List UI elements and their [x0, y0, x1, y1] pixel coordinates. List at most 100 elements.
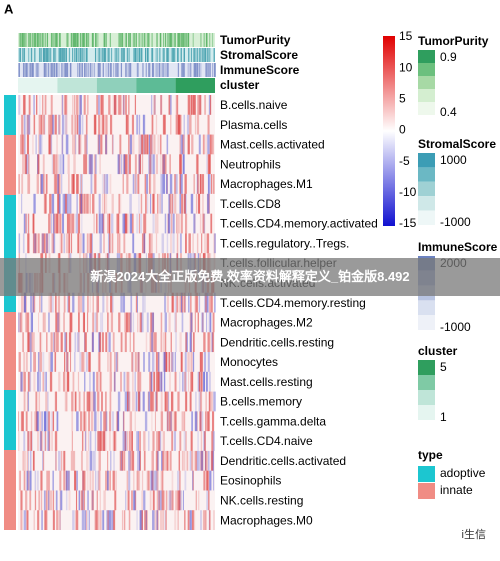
cell: [40, 174, 44, 194]
cell: [63, 114, 65, 135]
cell: [189, 114, 192, 135]
cell: [207, 154, 210, 175]
cell: [40, 114, 43, 135]
cell: [132, 312, 135, 333]
annotation-stripe: [206, 33, 208, 47]
cell: [77, 233, 80, 254]
cell: [144, 213, 147, 234]
cell: [66, 134, 69, 155]
cell: [74, 470, 77, 491]
cell: [117, 95, 120, 115]
cell: [93, 174, 97, 194]
legend-title: StromalScore: [418, 137, 496, 151]
cell: [44, 510, 47, 530]
annotation-stripe: [206, 48, 208, 62]
cell: [22, 411, 24, 432]
cell: [128, 490, 130, 511]
cell: [114, 431, 117, 451]
cell: [163, 154, 166, 175]
cell: [189, 95, 193, 115]
cell: [28, 114, 30, 135]
cell: [207, 450, 210, 471]
annotation-stripe: [160, 33, 162, 47]
cell: [84, 154, 88, 175]
cell: [156, 490, 159, 511]
cell: [113, 371, 116, 392]
cell: [21, 292, 24, 313]
cell: [80, 450, 83, 471]
cell: [105, 114, 108, 135]
cell: [76, 95, 79, 115]
cell: [203, 332, 205, 353]
cell: [109, 352, 112, 372]
cell: [47, 391, 49, 412]
cell: [74, 352, 76, 372]
annotation-stripe: [76, 48, 78, 62]
cell: [198, 450, 200, 471]
cell: [169, 174, 173, 194]
annotation-stripe: [156, 48, 159, 62]
annotation-stripe: [98, 48, 100, 62]
cell: [207, 352, 210, 372]
cell: [149, 193, 152, 214]
cell: [100, 95, 102, 115]
cell: [124, 95, 127, 115]
annotation-stripe: [54, 33, 56, 47]
cell: [71, 411, 74, 432]
cell: [167, 450, 170, 471]
cell: [174, 312, 177, 333]
cell: [86, 114, 89, 135]
cell: [23, 431, 26, 451]
annotation-stripe: [207, 48, 209, 62]
cell: [29, 174, 31, 194]
annotation-stripe: [43, 63, 45, 77]
cell: [57, 193, 60, 214]
cell: [50, 352, 53, 372]
annotation-label: cluster: [220, 78, 260, 92]
cell: [124, 312, 126, 333]
cell: [179, 154, 182, 175]
cell: [52, 510, 55, 530]
cell: [26, 134, 30, 155]
cell: [148, 174, 151, 194]
cell: [143, 134, 145, 155]
cell: [110, 292, 113, 313]
cell: [140, 193, 143, 214]
cell: [125, 332, 127, 353]
cell: [179, 490, 182, 511]
annotation-stripe: [45, 63, 47, 77]
annotation-stripe: [46, 33, 49, 47]
cell: [50, 95, 53, 115]
cell: [52, 470, 54, 491]
cell: [128, 450, 131, 471]
cell: [149, 154, 152, 175]
cell: [42, 312, 45, 333]
cell: [62, 371, 66, 392]
cell: [87, 391, 90, 412]
cell: [151, 332, 153, 353]
annotation-stripe: [77, 48, 79, 62]
annotation-stripe: [29, 63, 32, 77]
annotation-stripe: [128, 48, 130, 62]
annotation-stripe: [20, 33, 22, 47]
cell: [180, 174, 183, 194]
cell: [61, 174, 63, 194]
cell: [66, 391, 68, 412]
cell: [83, 411, 86, 432]
annotation-stripe: [67, 33, 69, 47]
watermark: i生信: [461, 529, 486, 541]
cell: [164, 352, 167, 372]
cell: [174, 371, 177, 392]
cell: [74, 114, 77, 135]
annotation-stripe: [116, 63, 118, 77]
cell: [141, 312, 144, 333]
cell: [179, 193, 182, 214]
annotation-stripe: [196, 48, 198, 62]
cell: [201, 174, 205, 194]
cell: [109, 450, 112, 471]
annotation-stripe: [90, 63, 92, 77]
cell: [66, 292, 70, 313]
legend-title: TumorPurity: [418, 34, 489, 48]
cell: [126, 431, 129, 451]
cell: [197, 431, 199, 451]
